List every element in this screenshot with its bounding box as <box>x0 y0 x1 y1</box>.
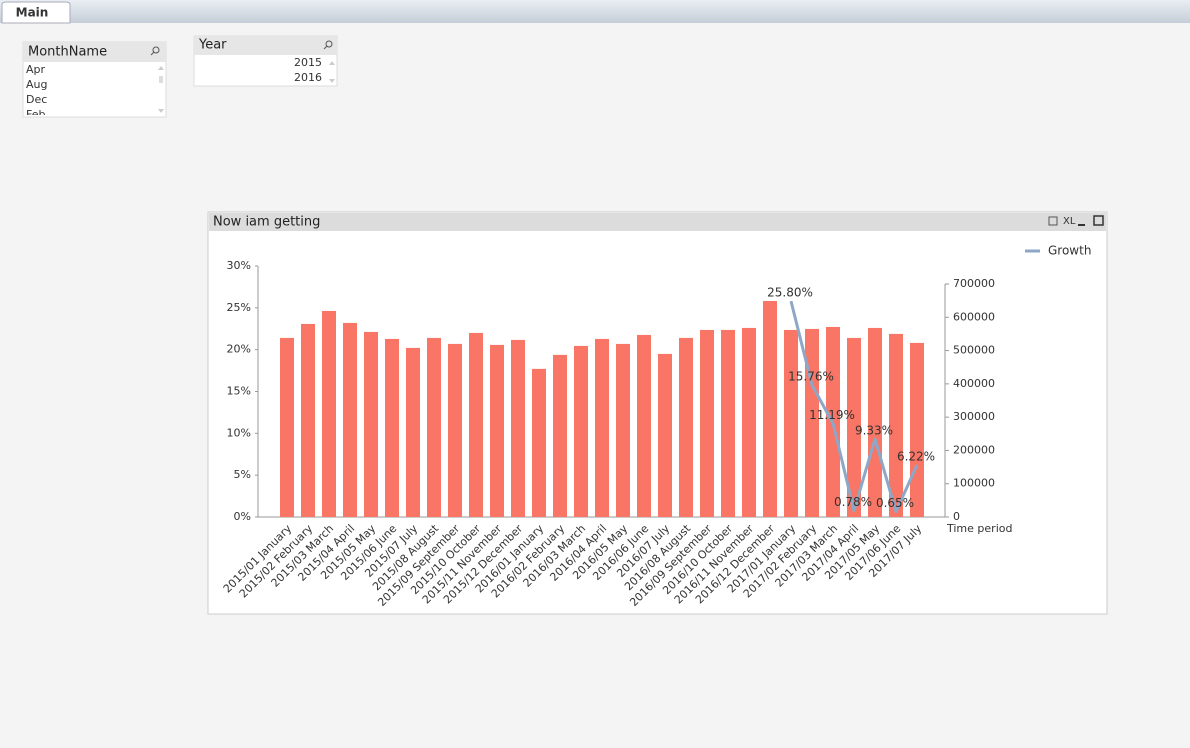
export-icon[interactable]: XL <box>1063 216 1076 227</box>
chart-caption <box>209 213 1106 231</box>
y-tick-label: 15% <box>227 385 251 398</box>
listbox-item[interactable]: Dec <box>26 93 47 106</box>
y2-tick-label: 100000 <box>953 477 995 490</box>
bar <box>658 353 672 517</box>
listbox-item[interactable]: 2016 <box>294 71 322 84</box>
bar <box>637 334 651 517</box>
y2-tick-label: 200000 <box>953 443 995 456</box>
print-icon[interactable] <box>1048 216 1058 226</box>
y-tick-label: 5% <box>234 468 251 481</box>
y-tick-label: 20% <box>227 343 251 356</box>
bar <box>280 337 294 517</box>
bar <box>490 344 504 517</box>
bar <box>763 300 777 517</box>
bar <box>343 322 357 517</box>
y-tick-label: 0% <box>234 510 251 523</box>
tab-bar <box>0 0 1190 23</box>
listbox-item[interactable]: Aug <box>26 78 47 91</box>
bar <box>721 329 735 517</box>
data-label: 6.22% <box>897 449 935 463</box>
bar <box>511 339 525 517</box>
bar <box>805 328 819 517</box>
y-tick-label: 30% <box>227 259 251 272</box>
data-label: 25.80% <box>767 286 813 300</box>
bar <box>910 342 924 517</box>
listbox-item[interactable]: Apr <box>26 63 46 76</box>
bar <box>868 327 882 517</box>
bar <box>784 329 798 517</box>
bar <box>385 338 399 517</box>
bar <box>532 368 546 517</box>
bar <box>847 337 861 517</box>
bar <box>595 338 609 517</box>
y2-tick-label: 400000 <box>953 377 995 390</box>
bar <box>301 323 315 517</box>
chart-title: Now iam getting <box>213 215 320 230</box>
bar <box>427 337 441 517</box>
listbox-title: MonthName <box>28 45 107 60</box>
chart-window <box>207 211 1108 615</box>
listbox[interactable]: Year 2015 2016 <box>193 35 338 87</box>
y2-tick-label: 0 <box>953 510 960 523</box>
y2-tick-label: 500000 <box>953 344 995 357</box>
bar <box>700 329 714 517</box>
bar <box>469 332 483 517</box>
bar <box>322 310 336 517</box>
listbox-item[interactable]: Feb <box>26 108 45 121</box>
listbox-title: Year <box>198 38 227 53</box>
line <box>789 300 919 514</box>
data-label: 0.78% <box>834 495 872 509</box>
x-axis-label: Time period <box>946 522 1012 535</box>
bar <box>553 354 567 517</box>
bar <box>574 345 588 517</box>
data-label: 11.19% <box>809 408 855 422</box>
data-label: 15.76% <box>788 370 834 384</box>
tab-label[interactable]: Main <box>16 6 49 20</box>
bar <box>364 331 378 517</box>
bar <box>679 337 693 517</box>
legend-label: Growth <box>1048 244 1091 258</box>
y2-tick-label: 300000 <box>953 410 995 423</box>
y2-tick-label: 600000 <box>953 310 995 323</box>
maximize-icon[interactable] <box>1093 215 1104 226</box>
data-label: 9.33% <box>855 423 893 437</box>
bar <box>889 333 903 517</box>
listbox[interactable]: MonthName Apr Aug Dec Feb <box>22 41 167 121</box>
tab[interactable] <box>1 1 71 24</box>
bar <box>742 327 756 517</box>
y-tick-label: 10% <box>227 426 251 439</box>
bar <box>616 343 630 517</box>
bar <box>448 343 462 517</box>
data-label: 0.65% <box>876 496 914 510</box>
listbox-item[interactable]: 2015 <box>294 56 322 69</box>
y-tick-label: 25% <box>227 301 251 314</box>
bar <box>406 347 420 517</box>
y2-tick-label: 700000 <box>953 277 995 290</box>
